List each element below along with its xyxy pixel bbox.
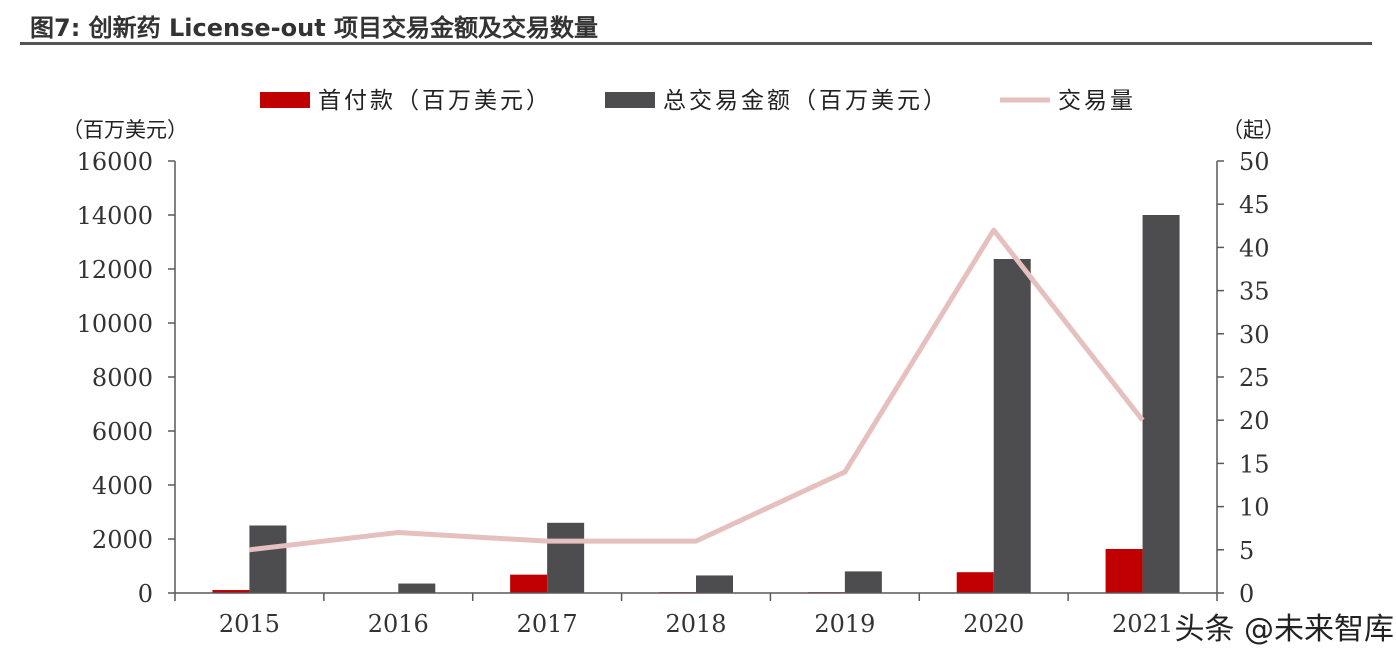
bar-total (1142, 215, 1180, 593)
bar-upfront (510, 574, 548, 593)
y-tick-label: 0 (138, 580, 153, 608)
y2-tick-label: 45 (1239, 191, 1270, 219)
bar-total (993, 259, 1031, 593)
bar-upfront (1105, 548, 1143, 593)
y-tick-label: 4000 (92, 472, 153, 500)
bar-total (696, 575, 733, 593)
y2-axis-title: （起） (1222, 118, 1285, 142)
legend-label: 首付款（百万美元） (318, 88, 552, 114)
title-rule (20, 42, 1372, 45)
legend-label: 总交易金额（百万美元） (663, 88, 949, 114)
y2-tick-label: 50 (1239, 148, 1270, 176)
y-tick-label: 2000 (92, 526, 153, 554)
x-tick-label: 2021 (1112, 610, 1173, 638)
y2-tick-label: 20 (1239, 407, 1270, 435)
y-axis-title: （百万美元） (62, 118, 188, 142)
bar-total (844, 571, 882, 593)
bar-total (547, 522, 585, 593)
legend-label: 交易量 (1058, 88, 1136, 114)
x-tick-label: 2017 (517, 610, 578, 638)
bar-total (398, 583, 436, 593)
y2-tick-label: 30 (1239, 321, 1270, 349)
bar-upfront (956, 572, 994, 593)
x-tick-label: 2020 (963, 610, 1024, 638)
legend-swatch (605, 92, 655, 108)
y-tick-label: 14000 (77, 202, 153, 230)
y-tick-label: 6000 (92, 418, 153, 446)
y2-tick-label: 35 (1239, 278, 1270, 306)
x-tick-label: 2016 (368, 610, 429, 638)
y-tick-label: 8000 (92, 364, 153, 392)
bar-upfront (212, 590, 250, 593)
watermark: 头条 @未来智库 (1174, 604, 1394, 648)
y2-tick-label: 10 (1239, 494, 1270, 522)
x-tick-label: 2015 (219, 610, 280, 638)
figure-title: 图7: 创新药 License-out 项目交易金额及交易数量 (30, 14, 599, 42)
legend-swatch (260, 92, 310, 108)
y2-tick-label: 5 (1239, 537, 1254, 565)
y2-tick-label: 40 (1239, 234, 1270, 262)
x-tick-label: 2019 (814, 610, 875, 638)
y-tick-label: 12000 (77, 256, 153, 284)
y-tick-label: 16000 (77, 148, 153, 176)
bar-total (249, 525, 287, 593)
y2-tick-label: 15 (1239, 450, 1270, 478)
y2-tick-label: 25 (1239, 364, 1270, 392)
y2-tick-label: 0 (1239, 580, 1254, 608)
x-tick-label: 2018 (665, 610, 726, 638)
y-tick-label: 10000 (77, 310, 153, 338)
